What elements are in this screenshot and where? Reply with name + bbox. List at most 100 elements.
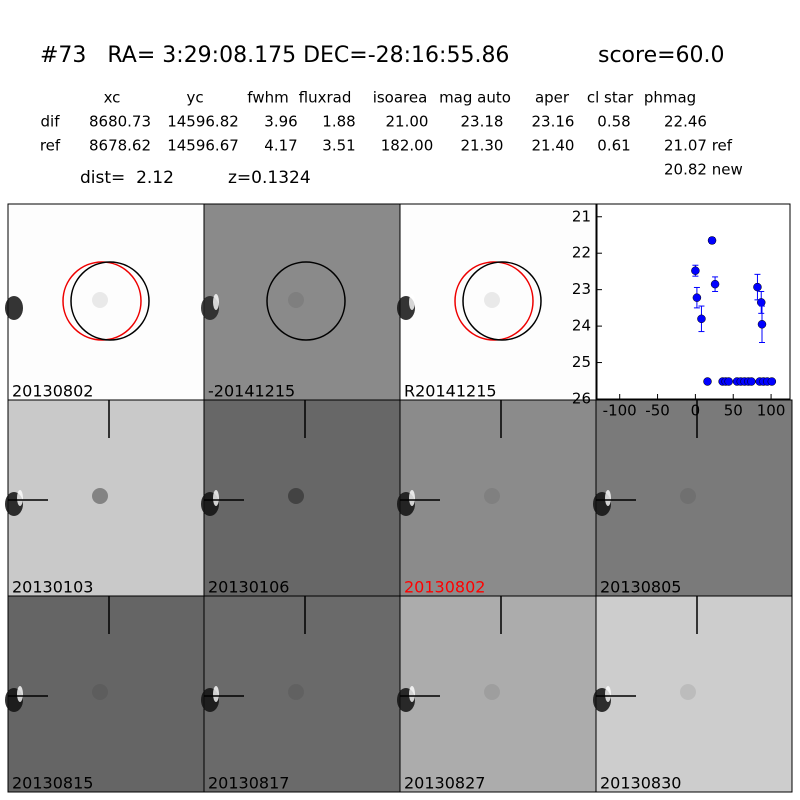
y-tick-label: 25 [572,353,591,371]
faint-source [680,684,696,700]
source-highlight [409,686,415,702]
table-cell: 1.88 [322,113,355,131]
column-header: yc [186,89,203,107]
stamp-image [203,595,401,793]
stamp-image [595,595,793,793]
x-tick-label: -50 [645,402,670,420]
source-highlight [213,490,219,506]
new-mag: 20.82 new [664,161,743,179]
faint-source [288,684,304,700]
source-highlight [409,294,415,310]
point [691,266,700,275]
title: #73 RA= 3:29:08.175 DEC=-28:16:55.86 [40,43,509,68]
table-cell: 14596.82 [167,113,239,131]
stamp-image [595,399,793,597]
row-label: dif [41,113,61,131]
column-header: fwhm [247,89,288,107]
point [697,314,706,324]
table-cell: 21.07 ref [664,137,733,155]
source-highlight [409,490,415,506]
source-highlight [213,686,219,702]
faint-source [288,292,304,308]
column-header: cl star [587,89,634,107]
point [703,377,712,386]
ref-circle [454,261,534,341]
dif-circle [462,261,542,341]
column-header: isoarea [373,89,428,107]
faint-source [92,292,108,308]
x-tick-label: -100 [603,402,637,420]
stamp-label: 20130103 [12,578,93,597]
y-tick-label: 24 [572,317,591,335]
stamp-label: -20141215 [208,382,295,401]
stamp-label: 20130815 [12,774,93,793]
y-tick-label: 22 [572,244,591,262]
faint-source [680,488,696,504]
table-cell: 14596.67 [167,137,239,155]
table-cell: 23.18 [461,113,504,131]
point [767,377,777,386]
faint-source [484,292,500,308]
stamp-image [399,399,597,597]
stamp-image [7,203,205,401]
table-cell: 0.58 [597,113,630,131]
column-header: phmag [644,89,696,107]
table-cell: 8680.73 [89,113,151,131]
point [747,377,756,386]
source-highlight [605,686,611,702]
dif-circle [266,261,346,341]
stamp-image [399,203,597,401]
y-tick-label: 26 [572,390,591,408]
faint-source [288,488,304,504]
table-cell: 21.30 [461,137,504,155]
x-tick-label: 100 [757,402,786,420]
stamp-label: 20130827 [404,774,485,793]
stamp-label: 20130805 [600,578,681,597]
point [692,293,702,302]
point [757,320,767,329]
faint-source [484,488,500,504]
table-cell: 21.40 [532,137,575,155]
source-highlight [17,490,23,506]
point [724,377,733,386]
faint-source [92,684,108,700]
point [753,282,762,292]
y-tick-label: 23 [572,280,591,298]
table-cell: 8678.62 [89,137,151,155]
x-tick-label: 0 [691,402,701,420]
stamp-label: 20130802 [12,382,93,401]
source-highlight [213,294,219,310]
table-cell: 3.96 [264,113,297,131]
stamp-label: 20130817 [208,774,289,793]
dif-circle [70,261,150,341]
stamp-image [7,595,205,793]
stamp-label: 20130106 [208,578,289,597]
column-header: mag auto [439,89,511,107]
column-header: aper [535,89,570,107]
stamp-image [399,595,597,793]
source-blob [5,296,23,320]
dist: dist= 2.12 [80,168,174,188]
column-header: fluxrad [299,89,352,107]
point [707,236,717,245]
point [756,298,766,307]
stamp-label: R20141215 [404,382,497,401]
source-highlight [17,686,23,702]
table-cell: 4.17 [264,137,297,155]
stamp-label: 20130830 [600,774,681,793]
table-cell: 182.00 [381,137,434,155]
faint-source [92,488,108,504]
column-header: xc [104,89,121,107]
ref-circle [62,261,142,341]
table-cell: 0.61 [597,137,630,155]
score: score=60.0 [598,43,725,68]
y-tick-label: 21 [572,207,591,225]
table-cell: 23.16 [532,113,575,131]
stamp-label: 20130802 [404,578,485,597]
table-cell: 3.51 [322,137,355,155]
faint-source [484,684,500,700]
table-cell: 22.46 [664,113,707,131]
row-label: ref [40,137,61,155]
x-tick-label: 50 [724,402,743,420]
